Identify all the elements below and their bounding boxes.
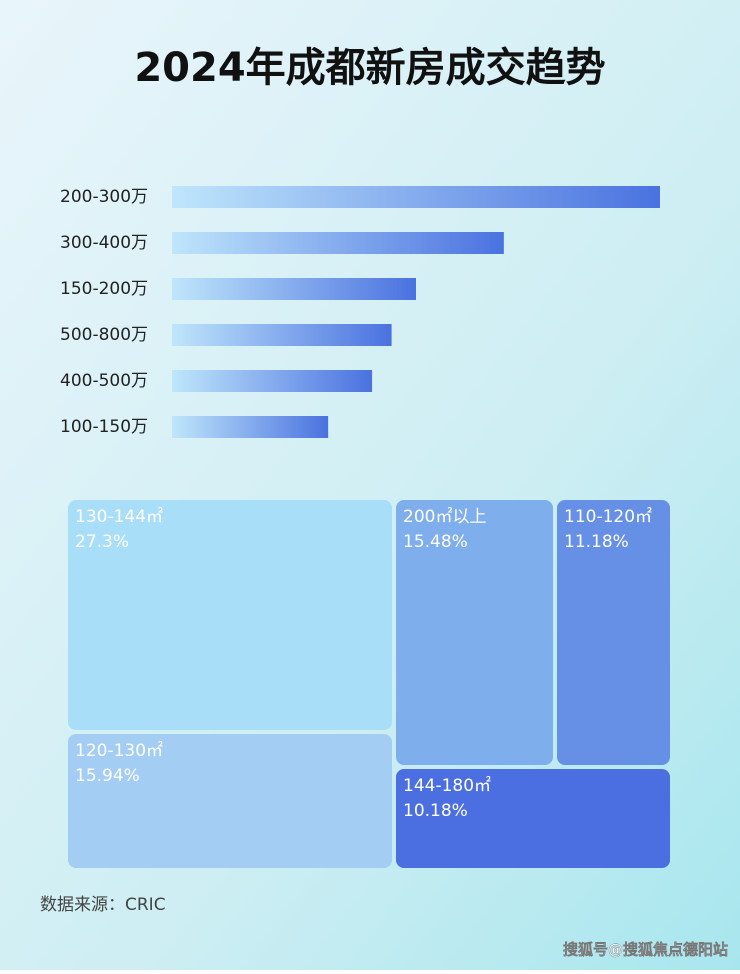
- cell-label: 144-180㎡: [403, 776, 491, 796]
- chart-title: 2024年成都新房成交趋势: [134, 45, 605, 91]
- cell-label: 110-120㎡: [564, 507, 652, 527]
- bar: [172, 324, 392, 346]
- source: 数据来源：CRIC: [40, 895, 166, 915]
- y-tick-label: 150-200万: [60, 279, 148, 299]
- bar: [172, 278, 416, 300]
- cell-value: 11.18%: [564, 532, 629, 552]
- cell-value: 15.48%: [403, 532, 468, 552]
- cell-value: 15.94%: [75, 766, 140, 786]
- y-tick-label: 500-800万: [60, 325, 148, 345]
- y-tick-label: 100-150万: [60, 417, 148, 437]
- treemap-cell: [557, 500, 670, 765]
- treemap-cell: [396, 500, 553, 765]
- y-tick-label: 400-500万: [60, 371, 148, 391]
- treemap-cell: [68, 500, 392, 730]
- cell-label: 130-144㎡: [75, 507, 163, 527]
- cell-value: 27.3%: [75, 532, 129, 552]
- treemap-cell: [68, 734, 392, 868]
- cell-label: 200㎡以上: [403, 507, 486, 527]
- y-tick-label: 300-400万: [60, 233, 148, 253]
- bar: [172, 416, 329, 438]
- watermark: 搜狐号@搜狐焦点德阳站: [563, 941, 728, 959]
- bar: [172, 370, 373, 392]
- treemap-cell: [396, 769, 670, 868]
- bar: [172, 232, 504, 254]
- bar: [172, 186, 660, 208]
- cell-value: 10.18%: [403, 801, 468, 821]
- y-tick-label: 200-300万: [60, 187, 148, 207]
- cell-label: 120-130㎡: [75, 741, 163, 761]
